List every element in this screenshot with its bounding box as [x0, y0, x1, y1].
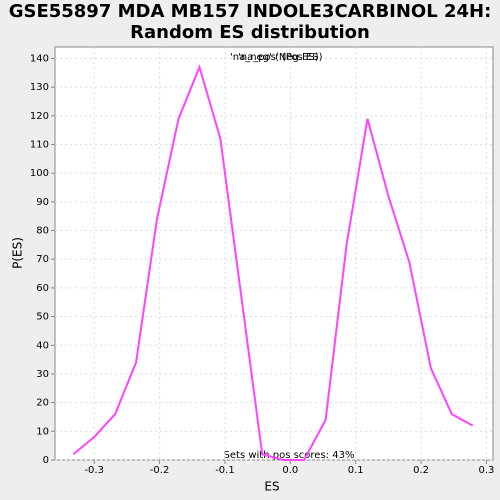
- y-tick-label: 40: [36, 340, 49, 351]
- y-tick-label: 110: [30, 140, 49, 151]
- x-tick-label: 0.3: [479, 465, 495, 476]
- y-tick-label: 130: [30, 82, 49, 93]
- legend-label: 'na_neg' (Neg ES): [230, 52, 319, 63]
- chart-title: GSE55897 MDA MB157 INDOLE3CARBINOL 24H:: [9, 1, 492, 22]
- y-tick-label: 30: [36, 369, 49, 380]
- chart-subtitle: Random ES distribution: [130, 22, 370, 43]
- x-tick-label: 0.1: [348, 465, 364, 476]
- x-tick-label: -0.2: [150, 465, 170, 476]
- y-tick-label: 100: [30, 168, 49, 179]
- x-tick-label: 0.0: [282, 465, 298, 476]
- x-tick-label: -0.3: [84, 465, 104, 476]
- y-axis-label: P(ES): [11, 237, 25, 269]
- y-tick-label: 60: [36, 283, 49, 294]
- y-tick-label: 90: [36, 197, 49, 208]
- y-tick-label: 10: [36, 426, 49, 437]
- x-tick-label: 0.2: [413, 465, 429, 476]
- y-tick-label: 120: [30, 111, 49, 122]
- x-axis-label: ES: [264, 480, 279, 494]
- y-tick-label: 80: [36, 226, 49, 237]
- y-tick-label: 0: [43, 455, 49, 466]
- x-tick-label: -0.1: [215, 465, 235, 476]
- y-tick-label: 20: [36, 398, 49, 409]
- y-tick-label: 140: [30, 53, 49, 64]
- series-line: [72, 64, 474, 461]
- legend-label: 'na_pos' (Pos ES): [238, 52, 323, 63]
- y-tick-label: 50: [36, 312, 49, 323]
- y-tick-label: 70: [36, 254, 49, 265]
- annotation: Sets with pos scores: 43%: [224, 450, 355, 461]
